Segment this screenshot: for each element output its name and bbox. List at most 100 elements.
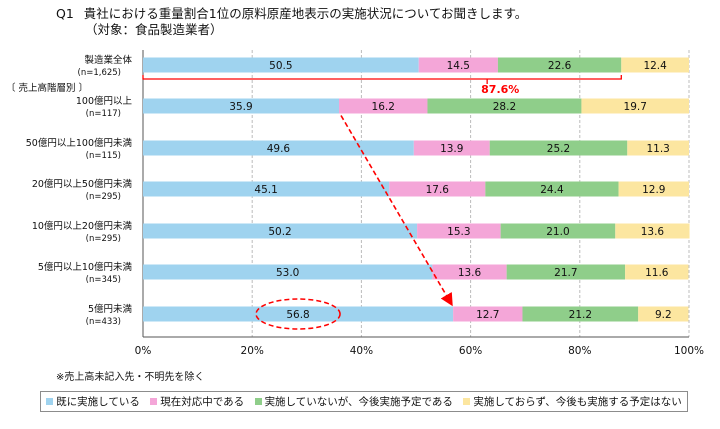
legend-item-planned: 実施していないが、今後実施予定である [254, 394, 453, 409]
category-label: 100億円以上 [76, 95, 133, 107]
x-tick-label: 60% [459, 345, 482, 357]
x-tick-label: 20% [241, 345, 264, 357]
annotation-circle [255, 298, 341, 330]
bar-segment [621, 57, 689, 73]
data-label: 25.2 [547, 143, 570, 155]
category-label: 50億円以上100億円未満 [26, 137, 133, 149]
bar-segment [143, 98, 340, 114]
legend-swatch-not-planned [463, 398, 471, 405]
data-label: 50.2 [268, 226, 291, 238]
legend-label-implemented: 既に実施している [56, 396, 140, 408]
annotation-arrow [340, 115, 453, 307]
bar-segment [143, 140, 414, 156]
legend-label-in-progress: 現在対応中である [160, 396, 245, 408]
data-label: 13.6 [641, 226, 665, 238]
data-label: 15.3 [447, 226, 470, 238]
data-label: 56.8 [286, 309, 309, 321]
bar-segment [143, 306, 454, 322]
data-label: 13.9 [440, 143, 463, 155]
bar-segment [143, 181, 390, 197]
bar-segment [627, 140, 689, 156]
data-label: 24.4 [540, 184, 564, 196]
bar-segment [500, 223, 616, 239]
x-tick-label: 0% [135, 345, 152, 357]
question-number: Q1 [56, 6, 74, 21]
category-label: 製造業全体 [84, 54, 132, 66]
bar-segment [413, 140, 490, 156]
bar-segment [418, 57, 498, 73]
data-label: 53.0 [276, 267, 299, 279]
legend-item-implemented: 既に実施している [46, 394, 140, 409]
data-label: 17.6 [426, 184, 450, 196]
data-label: 21.2 [569, 309, 592, 321]
legend-item-not-planned: 実施しておらず、今後も実施する予定はない [463, 394, 682, 409]
data-label: 12.9 [642, 184, 665, 196]
bar-segment [143, 223, 418, 239]
data-label: 45.1 [254, 184, 277, 196]
category-n-label: (n=1,625) [78, 68, 121, 78]
bar-segment [453, 306, 523, 322]
legend-label-not-planned: 実施しておらず、今後も実施する予定はない [473, 396, 682, 408]
category-n-label: (n=117) [86, 109, 121, 119]
bar-segment [638, 306, 689, 322]
bar-segment [618, 181, 689, 197]
bar-segment [417, 223, 501, 239]
data-label: 16.2 [372, 101, 395, 113]
category-label: 10億円以上20億円未満 [32, 220, 133, 232]
category-n-label: (n=345) [86, 275, 121, 285]
data-label: 21.0 [546, 226, 569, 238]
bar-segment [506, 264, 626, 280]
chart-subtitle: （対象：食品製造業者） [85, 22, 223, 37]
bar-segment [427, 98, 582, 114]
bar-segment [522, 306, 639, 322]
question-text: 貴社における重量割合1位の原料原産地表示の実施状況についてお聞きします。 [83, 6, 528, 21]
bar-segment [143, 264, 433, 280]
data-label: 11.6 [645, 267, 669, 279]
category-n-label: (n=115) [86, 151, 121, 161]
data-label: 9.2 [655, 309, 672, 321]
data-label: 21.7 [554, 267, 577, 279]
legend-swatch-implemented [46, 398, 54, 405]
legend-swatch-planned [254, 398, 262, 405]
bar-segment [497, 57, 622, 73]
legend-item-in-progress: 現在対応中である [150, 394, 244, 409]
category-n-label: (n=433) [86, 317, 121, 327]
data-label: 49.6 [267, 143, 291, 155]
bar-segment [615, 223, 690, 239]
category-label: 20億円以上50億円未満 [32, 178, 133, 190]
category-label: 5億円以上10億円未満 [38, 261, 133, 273]
data-label: 13.6 [458, 267, 482, 279]
bar-segment [489, 140, 628, 156]
legend-label-planned: 実施していないが、今後実施予定である [264, 396, 453, 408]
bar-segment [625, 264, 689, 280]
chart-title: Q1 貴社における重量割合1位の原料原産地表示の実施状況についてお聞きします。 （… [56, 6, 527, 38]
data-label: 12.4 [643, 60, 667, 72]
bar-segment [581, 98, 689, 114]
bar-segment [143, 57, 419, 73]
data-label: 35.9 [229, 101, 252, 113]
data-label: 28.2 [493, 101, 516, 113]
data-label: 14.5 [447, 60, 470, 72]
x-tick-label: 40% [350, 345, 373, 357]
x-tick-label: 80% [568, 345, 591, 357]
bar-segment [389, 181, 486, 197]
data-label: 12.7 [476, 309, 499, 321]
category-label: 5億円未満 [88, 303, 133, 315]
category-n-label: (n=295) [86, 192, 121, 202]
data-label: 22.6 [548, 60, 572, 72]
x-tick-label: 100% [674, 345, 704, 357]
category-n-label: (n=295) [86, 234, 121, 244]
bar-segment [339, 98, 428, 114]
data-label: 11.3 [646, 143, 669, 155]
legend: 既に実施している 現在対応中である 実施していないが、今後実施予定である 実施し… [40, 391, 688, 412]
data-label: 19.7 [624, 101, 647, 113]
legend-swatch-in-progress [150, 398, 158, 405]
group-label: 〔 売上高階層別 〕 [6, 82, 88, 94]
bar-segment [485, 181, 619, 197]
bar-segment [432, 264, 507, 280]
footnote: ※売上高未記入先・不明先を除く [56, 372, 205, 383]
data-label: 50.5 [269, 60, 292, 72]
annotation-bracket [142, 75, 622, 80]
annotation-bracket-label: 87.6% [481, 83, 519, 96]
